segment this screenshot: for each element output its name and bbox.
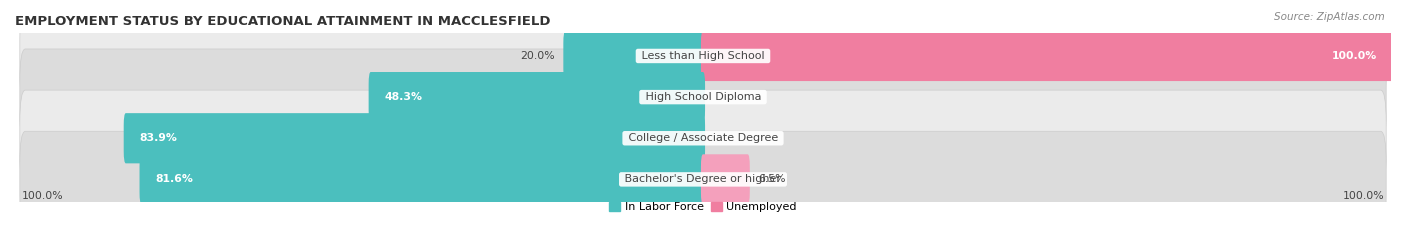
Text: 100.0%: 100.0% [22, 191, 63, 201]
Text: 48.3%: 48.3% [384, 92, 422, 102]
FancyBboxPatch shape [139, 154, 704, 205]
Text: 20.0%: 20.0% [520, 51, 555, 61]
Text: High School Diploma: High School Diploma [641, 92, 765, 102]
Text: 81.6%: 81.6% [155, 174, 193, 184]
FancyBboxPatch shape [564, 31, 704, 81]
Legend: In Labor Force, Unemployed: In Labor Force, Unemployed [605, 197, 801, 217]
Text: 100.0%: 100.0% [1343, 191, 1384, 201]
Text: College / Associate Degree: College / Associate Degree [624, 133, 782, 143]
Text: Less than High School: Less than High School [638, 51, 768, 61]
FancyBboxPatch shape [124, 113, 704, 163]
FancyBboxPatch shape [20, 90, 1386, 186]
Text: 83.9%: 83.9% [139, 133, 177, 143]
FancyBboxPatch shape [368, 72, 704, 122]
FancyBboxPatch shape [20, 131, 1386, 228]
Text: EMPLOYMENT STATUS BY EDUCATIONAL ATTAINMENT IN MACCLESFIELD: EMPLOYMENT STATUS BY EDUCATIONAL ATTAINM… [15, 15, 551, 28]
FancyBboxPatch shape [20, 8, 1386, 104]
Text: Bachelor's Degree or higher: Bachelor's Degree or higher [621, 174, 785, 184]
Text: 6.5%: 6.5% [758, 174, 786, 184]
FancyBboxPatch shape [702, 31, 1393, 81]
FancyBboxPatch shape [702, 154, 749, 205]
Text: Source: ZipAtlas.com: Source: ZipAtlas.com [1274, 12, 1385, 22]
Text: 100.0%: 100.0% [1331, 51, 1378, 61]
FancyBboxPatch shape [20, 49, 1386, 145]
